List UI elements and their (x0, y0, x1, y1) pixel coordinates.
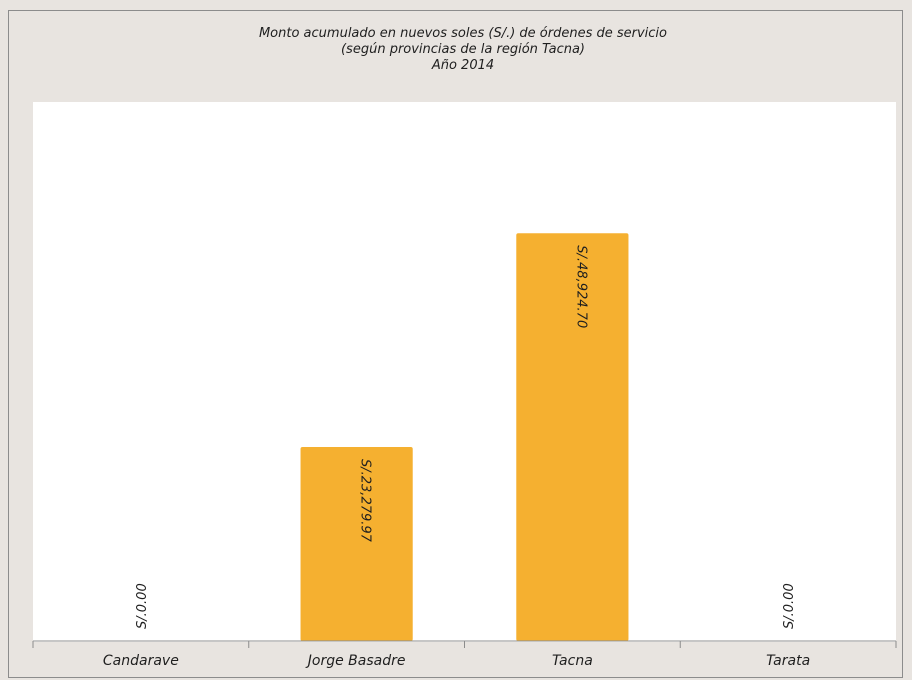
x-tick-label-jorge-basadre: Jorge Basadre (305, 653, 406, 669)
chart-title: Monto acumulado en nuevos soles (S/.) de… (259, 26, 667, 73)
chart-title-line-1: Monto acumulado en nuevos soles (S/.) de… (259, 26, 667, 41)
chart-frame: Monto acumulado en nuevos soles (S/.) de… (8, 10, 903, 678)
data-label-tacna: S/.48,924.70 (573, 245, 588, 328)
x-tick-label-tarata: Tarata (766, 653, 810, 669)
bar-jorge-basadre (300, 447, 413, 641)
data-label-tarata: S/.0.00 (782, 583, 797, 629)
chart-title-line-3: Año 2014 (431, 58, 494, 73)
plot-area (33, 102, 896, 642)
x-tick-label-candarave: Candarave (103, 653, 179, 669)
x-axis-ticks (32, 641, 897, 648)
chart-title-line-2: (según provincias de la región Tacna) (341, 42, 585, 57)
bar-chart: Monto acumulado en nuevos soles (S/.) de… (32, 26, 897, 669)
bar-tacna (516, 233, 629, 641)
bar-series (300, 233, 629, 641)
data-label-jorge-basadre: S/.23,279.97 (358, 459, 373, 543)
x-tick-label-tacna: Tacna (552, 653, 593, 669)
data-labels: S/.0.00 S/.23,279.97 S/.48,924.70 S/.0.00 (135, 245, 797, 629)
data-label-candarave: S/.0.00 (135, 583, 150, 629)
x-axis-tick-labels: Candarave Jorge Basadre Tacna Tarata (103, 653, 810, 669)
